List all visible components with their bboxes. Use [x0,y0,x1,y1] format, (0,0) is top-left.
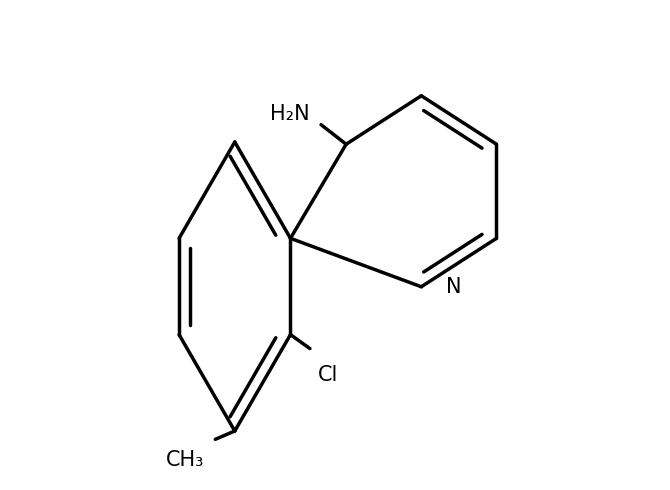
Text: N: N [446,277,462,297]
Text: H₂N: H₂N [270,103,310,123]
Text: Cl: Cl [318,365,338,385]
Text: CH₃: CH₃ [165,450,204,470]
